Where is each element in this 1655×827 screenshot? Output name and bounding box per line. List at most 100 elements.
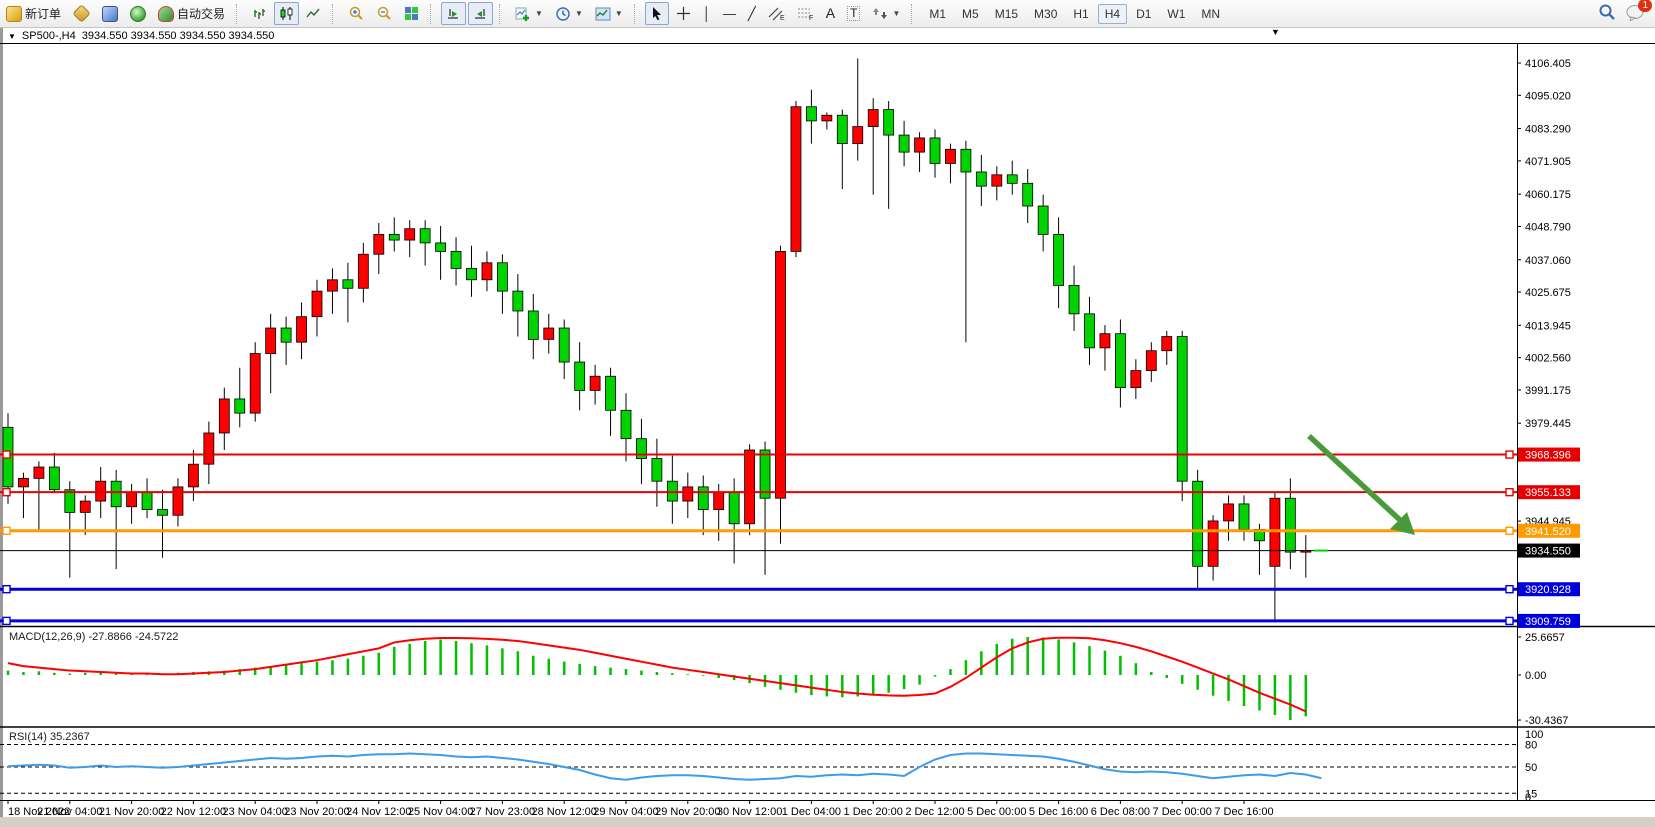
candlestick-chart-button[interactable] — [274, 2, 300, 25]
price-tick-label: 4071.905 — [1525, 156, 1571, 168]
fibonacci-tool-button[interactable]: F — [792, 2, 819, 25]
timeframe-button-m1[interactable]: M1 — [929, 6, 947, 21]
trend-arrow-head[interactable] — [1390, 512, 1415, 535]
time-tick-label[interactable]: 24 Nov 12:00 — [346, 806, 411, 818]
crosshair-tool-button[interactable] — [671, 2, 696, 25]
arrows-tool-button[interactable]: ▼ — [867, 2, 905, 25]
trend-arrow-line[interactable] — [1307, 433, 1402, 523]
bull-candle — [589, 375, 601, 391]
macd-tick-label: 0.00 — [1525, 670, 1546, 682]
time-tick-label[interactable]: 1 Dec 04:00 — [782, 806, 841, 818]
bull-candle — [852, 126, 864, 145]
line-anchor-handle[interactable] — [1505, 585, 1514, 594]
time-tick-label[interactable]: 7 Dec 00:00 — [1153, 806, 1212, 818]
trendline-tool-button[interactable]: ╱ — [743, 2, 761, 25]
bear-candle — [666, 480, 678, 502]
search-button[interactable] — [1598, 3, 1616, 24]
time-tick-label[interactable]: 29 Nov 20:00 — [655, 806, 720, 818]
line-anchor-handle[interactable] — [1505, 487, 1514, 497]
time-tick-label[interactable]: 18 Nov 2022 — [8, 806, 70, 818]
chart-properties-icon — [595, 7, 611, 20]
horizontal-line-tool-button[interactable]: — — [718, 2, 741, 25]
price-marker-box — [1518, 543, 1580, 558]
time-tick-label[interactable]: 23 Nov 04:00 — [222, 806, 287, 818]
line-anchor-handle[interactable] — [2, 450, 11, 459]
auto-scroll-button[interactable] — [441, 2, 467, 25]
bear-candle — [806, 106, 817, 122]
time-tick-label[interactable]: 23 Nov 20:00 — [284, 806, 349, 818]
time-tick-label[interactable]: 2 Dec 12:00 — [905, 806, 964, 818]
time-tick-label[interactable]: 30 Nov 12:00 — [717, 806, 782, 818]
text-icon: A — [825, 5, 836, 21]
line-anchor-handle[interactable] — [2, 585, 11, 594]
window-left-edge — [0, 28, 3, 817]
tile-windows-button[interactable] — [399, 2, 424, 25]
bear-candle — [836, 114, 848, 145]
text-tool-button[interactable]: A — [821, 2, 840, 25]
timeframe-button-h1[interactable]: H1 — [1073, 6, 1089, 21]
time-tick-label[interactable]: 21 Nov 04:00 — [37, 806, 102, 818]
time-tick-label[interactable]: 28 Nov 12:00 — [531, 806, 596, 818]
time-tick-label[interactable]: 7 Dec 16:00 — [1214, 806, 1273, 818]
price-marker-box — [1518, 485, 1580, 500]
new-order-button[interactable]: 新订单 — [1, 2, 66, 25]
search-icon — [1599, 4, 1615, 20]
cursor-tool-button[interactable] — [644, 2, 669, 25]
line-anchor-handle[interactable] — [1505, 450, 1514, 459]
timeframe-button-m15[interactable]: M15 — [994, 6, 1019, 21]
timeframe-button-m30[interactable]: M30 — [1034, 6, 1058, 21]
bull-candle — [373, 233, 385, 255]
notifications-button[interactable]: 1 — [1626, 0, 1652, 24]
zoom-out-button[interactable] — [371, 2, 397, 25]
zoom-in-button[interactable] — [343, 2, 369, 25]
chart-shift-marker[interactable]: ▼ — [1271, 27, 1280, 37]
timeframe-button-h4[interactable]: H4 — [1097, 3, 1128, 24]
svg-text:F: F — [809, 15, 813, 21]
price-tick-label: 3991.175 — [1525, 385, 1571, 397]
line-anchor-handle[interactable] — [1505, 616, 1514, 626]
time-tick-label[interactable]: 27 Nov 23:00 — [470, 806, 535, 818]
price-marker-label: 3909.759 — [1525, 616, 1571, 628]
signals-icon — [130, 5, 147, 22]
channel-tool-button[interactable]: E — [763, 2, 790, 25]
timeframe-button-m5[interactable]: M5 — [962, 6, 979, 21]
auto-trading-button[interactable]: 自动交易 — [153, 2, 230, 25]
chevron-down-icon[interactable]: ▼ — [8, 31, 16, 41]
time-tick-label[interactable]: 25 Nov 04:00 — [408, 806, 473, 818]
timeframe-button-mn[interactable]: MN — [1201, 6, 1221, 21]
chart-properties-button[interactable]: ▼ — [590, 2, 628, 25]
signals-button[interactable] — [125, 2, 151, 25]
indicators-button[interactable]: ▼ — [510, 2, 548, 25]
vertical-line-tool-button[interactable]: │ — [698, 2, 716, 25]
bear-candle — [141, 492, 153, 510]
market-watch-button[interactable] — [97, 2, 123, 25]
horizontal-line-icon: — — [722, 6, 736, 21]
periods-button[interactable]: ▼ — [550, 2, 588, 25]
bull-candle — [790, 106, 802, 252]
line-anchor-handle[interactable] — [1505, 526, 1514, 536]
time-tick-label[interactable]: 1 Dec 20:00 — [844, 806, 903, 818]
line-anchor-handle[interactable] — [2, 487, 11, 497]
chart-symbol-period: SP500-,H4 — [21, 30, 76, 42]
zoom-in-icon — [349, 6, 363, 20]
bar-chart-button[interactable] — [247, 2, 272, 25]
bear-candle — [110, 480, 122, 508]
bear-candle — [975, 171, 987, 187]
time-tick-label[interactable]: 6 Dec 08:00 — [1091, 806, 1150, 818]
time-tick-label[interactable]: 5 Dec 00:00 — [967, 806, 1026, 818]
line-anchor-handle[interactable] — [2, 526, 11, 536]
bear-candle — [527, 310, 539, 340]
timeframe-button-d1[interactable]: D1 — [1136, 6, 1152, 21]
time-tick-label[interactable]: 22 Nov 12:00 — [161, 806, 226, 818]
time-tick-label[interactable]: 29 Nov 04:00 — [593, 806, 658, 818]
line-anchor-handle[interactable] — [2, 616, 11, 626]
time-tick-label[interactable]: 5 Dec 16:00 — [1029, 806, 1088, 818]
time-tick-label[interactable]: 21 Nov 20:00 — [99, 806, 164, 818]
line-chart-button[interactable] — [301, 2, 326, 25]
text-label-tool-button[interactable]: T — [842, 2, 865, 25]
bear-candle — [419, 228, 431, 244]
chart-shift-button[interactable] — [468, 2, 494, 25]
timeframe-button-w1[interactable]: W1 — [1167, 6, 1186, 21]
price-tick-label: 4060.175 — [1525, 189, 1571, 201]
